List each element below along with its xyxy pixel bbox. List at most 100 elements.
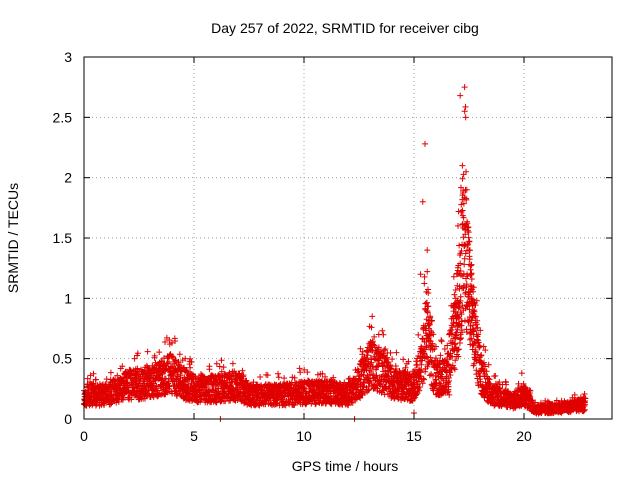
data-point xyxy=(458,209,465,216)
data-point xyxy=(368,368,375,375)
data-point xyxy=(162,339,169,346)
y-tick-label: 1.5 xyxy=(53,230,73,246)
y-axis-label: SRMTID / TECUs xyxy=(5,183,21,293)
data-point xyxy=(250,379,257,386)
data-point xyxy=(115,398,122,405)
data-point xyxy=(229,360,236,367)
x-tick-label: 5 xyxy=(190,428,198,444)
data-point xyxy=(465,234,472,241)
data-point xyxy=(357,372,364,379)
data-point xyxy=(279,396,286,403)
data-point xyxy=(360,383,367,390)
y-tick-label: 0.5 xyxy=(53,351,73,367)
y-tick-label: 1 xyxy=(64,290,72,306)
data-point xyxy=(369,313,376,320)
data-point xyxy=(297,369,304,376)
data-point xyxy=(151,352,158,359)
data-point xyxy=(421,273,428,280)
data-point xyxy=(380,352,387,359)
data-point xyxy=(188,359,195,366)
x-tick-label: 20 xyxy=(516,428,532,444)
data-point xyxy=(171,360,178,367)
data-point xyxy=(275,370,282,377)
data-point xyxy=(275,374,282,381)
data-point xyxy=(381,347,388,354)
data-point xyxy=(373,372,380,379)
data-point xyxy=(364,352,371,359)
data-point xyxy=(90,370,97,377)
data-point xyxy=(451,291,458,298)
data-points xyxy=(81,84,589,422)
data-point xyxy=(400,386,407,393)
data-point xyxy=(107,369,114,376)
chart-title: Day 257 of 2022, SRMTID for receiver cib… xyxy=(211,20,479,36)
x-tick-label: 0 xyxy=(80,428,88,444)
data-point xyxy=(461,84,468,91)
x-tick-label: 10 xyxy=(296,428,312,444)
data-point xyxy=(198,396,205,403)
data-point xyxy=(461,108,468,115)
data-point xyxy=(467,262,474,269)
data-point xyxy=(365,383,372,390)
data-point xyxy=(459,162,466,169)
data-point xyxy=(177,375,184,382)
data-point xyxy=(401,382,408,389)
data-point xyxy=(296,365,303,372)
y-tick-label: 2 xyxy=(64,170,72,186)
data-point xyxy=(119,363,126,370)
data-point xyxy=(450,273,457,280)
x-axis-label: GPS time / hours xyxy=(292,458,399,474)
data-point xyxy=(402,364,409,371)
data-point xyxy=(176,351,183,358)
data-point xyxy=(169,353,176,360)
data-point xyxy=(206,392,213,399)
data-point xyxy=(466,256,473,263)
data-point xyxy=(206,366,213,373)
data-point xyxy=(128,396,135,403)
data-point xyxy=(389,356,396,363)
data-point xyxy=(375,344,382,351)
data-point xyxy=(165,376,172,383)
data-point xyxy=(462,114,469,121)
data-point xyxy=(375,362,382,369)
data-point xyxy=(368,324,375,331)
x-tick-label: 15 xyxy=(406,428,422,444)
data-point xyxy=(319,370,326,377)
data-point xyxy=(363,367,370,374)
data-point xyxy=(315,399,322,406)
data-point xyxy=(400,390,407,397)
data-point xyxy=(518,370,525,377)
data-point xyxy=(393,365,400,372)
data-point xyxy=(371,333,378,340)
y-tick-label: 3 xyxy=(64,49,72,65)
data-point xyxy=(84,375,91,382)
data-point xyxy=(424,247,431,254)
data-point xyxy=(374,385,381,392)
data-point xyxy=(421,280,428,287)
data-point xyxy=(437,352,444,359)
data-point xyxy=(438,338,445,345)
data-point xyxy=(341,379,348,386)
data-point xyxy=(213,382,219,389)
data-point xyxy=(463,186,470,193)
data-point xyxy=(379,327,386,334)
data-point xyxy=(160,379,167,386)
data-point xyxy=(218,357,225,364)
data-point xyxy=(452,357,459,364)
data-point xyxy=(422,140,428,147)
data-point xyxy=(301,366,308,373)
data-point xyxy=(281,375,288,382)
data-point xyxy=(382,346,389,353)
data-point xyxy=(119,396,126,403)
data-point xyxy=(581,390,588,397)
data-point xyxy=(257,374,264,381)
y-tick-label: 2.5 xyxy=(53,109,73,125)
data-point xyxy=(452,286,459,293)
data-point xyxy=(239,367,246,374)
data-point xyxy=(360,371,367,378)
data-point xyxy=(273,401,280,408)
data-point xyxy=(419,198,426,205)
data-point xyxy=(150,394,157,401)
data-point xyxy=(154,387,161,394)
